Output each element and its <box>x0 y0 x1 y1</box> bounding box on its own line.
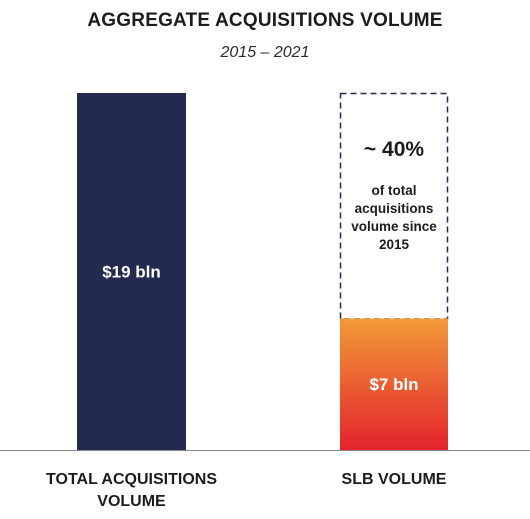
category-label: TOTAL ACQUISITIONS <box>46 471 217 488</box>
bar-total-acquisitions <box>77 93 186 450</box>
chart-title: AGGREGATE ACQUISITIONS VOLUME <box>87 10 443 31</box>
bar-slb-volume <box>340 318 448 450</box>
annotation-line: acquisitions <box>355 201 434 216</box>
category-label: VOLUME <box>97 493 166 510</box>
bar-label-total: $19 bln <box>102 263 161 282</box>
annotation-line: of total <box>372 183 417 198</box>
annotation-line: 2015 <box>379 237 410 252</box>
annotation-headline: ~ 40% <box>364 138 424 161</box>
bar-label-slb: $7 bln <box>369 375 418 394</box>
category-label: SLB VOLUME <box>342 471 447 488</box>
annotation-line: volume since <box>351 219 437 234</box>
chart-subtitle: 2015 – 2021 <box>220 44 310 61</box>
